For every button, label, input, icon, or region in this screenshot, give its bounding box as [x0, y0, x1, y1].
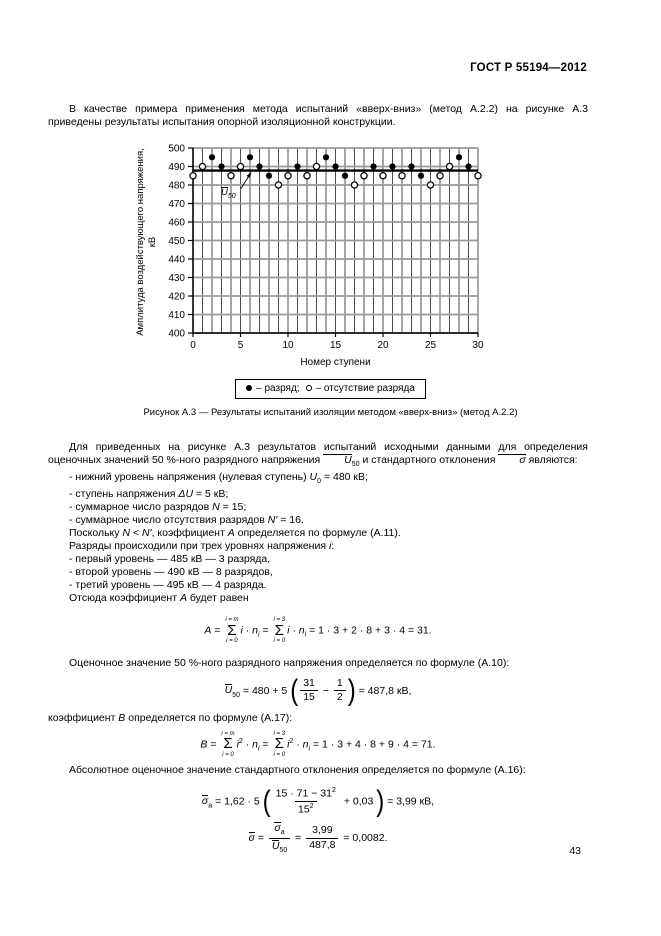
text-line: Разряды происходили при трех уровнях нап… — [69, 540, 335, 553]
data-point-no-discharge — [198, 162, 207, 171]
x-tick-label: 5 — [238, 340, 244, 351]
text-line: - нижний уровень напряжения (нулевая сту… — [69, 471, 368, 486]
data-point-discharge — [370, 163, 377, 170]
formula-sigma: σ = σа U50 = 3,99 487,8 = 0,0082. — [248, 822, 388, 855]
doc-standard-number: ГОСТ Р 55194—2012 — [470, 62, 587, 74]
text-line: - суммарное число разрядов N = 15; — [69, 501, 247, 514]
data-point-no-discharge — [284, 171, 292, 180]
x-tick-label: 15 — [330, 340, 342, 351]
data-point-discharge — [218, 163, 225, 170]
text-line: - второй уровень — 490 кВ — 8 разрядов, — [69, 566, 273, 579]
big-paren: ( — [262, 784, 271, 818]
text-line: Отсюда коэффициент А будет равен — [69, 592, 249, 605]
data-point-discharge — [332, 163, 339, 170]
data-point-discharge — [208, 154, 216, 161]
x-axis-title: Номер ступени — [300, 357, 371, 368]
data-point-no-discharge — [398, 171, 406, 180]
text-line: - третий уровень — 495 кВ — 4 разряда. — [69, 579, 267, 592]
y-tick-label: 400 — [168, 329, 185, 340]
y-tick-label: 500 — [168, 144, 185, 155]
y-tick-label: 410 — [168, 310, 185, 321]
text-line: Абсолютное оценочное значение стандартно… — [69, 764, 526, 777]
data-point-discharge — [322, 154, 330, 161]
data-point-no-discharge — [436, 171, 444, 180]
data-point-discharge — [455, 154, 463, 161]
u50-line-label: U50 — [221, 187, 236, 200]
data-point-no-discharge — [227, 171, 235, 180]
x-tick-label: 30 — [472, 340, 484, 351]
data-point-no-discharge — [426, 181, 435, 189]
data-point-discharge — [417, 172, 425, 179]
data-point-no-discharge — [379, 171, 387, 180]
data-point-discharge — [465, 163, 472, 170]
x-tick-label: 25 — [425, 340, 437, 351]
text-line: Для приведенных на рисунке А.3 результат… — [48, 441, 588, 469]
data-point-no-discharge — [445, 162, 454, 171]
data-point-discharge — [294, 163, 301, 170]
data-point-no-discharge — [350, 181, 359, 189]
big-paren: ) — [347, 673, 356, 707]
y-tick-label: 430 — [168, 273, 185, 284]
text-line: - суммарное число отсутствия разрядов N′… — [69, 514, 304, 527]
no-discharge-dot-icon — [305, 384, 312, 391]
data-point-discharge — [341, 172, 349, 179]
data-point-no-discharge — [236, 162, 245, 171]
y-tick-label: 480 — [168, 181, 185, 192]
data-point-discharge — [408, 163, 415, 170]
body-text: Для приведенных на рисунке А.3 результат… — [48, 441, 588, 855]
x-tick-label: 10 — [282, 340, 294, 351]
data-point-no-discharge — [312, 162, 321, 171]
data-point-discharge — [389, 163, 396, 170]
y-axis-title: Амплитуда воздействующего напряжения, кВ — [135, 148, 158, 336]
intro-paragraph: В качестве примера применения метода исп… — [48, 102, 588, 128]
big-paren: ( — [290, 673, 299, 707]
formula-sigma-abs: σа = 1,62 · 5 (15 · 71 − 312 152 + 0,03 )… — [201, 784, 435, 818]
fraction: 3,99 487,8 — [306, 825, 339, 851]
fraction: 15 · 71 − 312 152 — [275, 787, 336, 816]
text-line: Поскольку N < N′, коэффициент А определя… — [69, 527, 401, 540]
legend-discharge-label: – разряд; — [256, 383, 300, 394]
formula-u50: U50 = 480 + 5 (31 15 − 1 2) = 487,8 кВ, — [224, 673, 412, 707]
discharge-dot-icon — [246, 384, 253, 391]
y-tick-label: 440 — [168, 255, 185, 266]
data-point-no-discharge — [360, 171, 368, 180]
fraction: σа U50 — [268, 822, 291, 855]
y-tick-label: 450 — [168, 236, 185, 247]
data-point-no-discharge — [189, 171, 197, 180]
y-tick-label: 460 — [168, 218, 185, 229]
legend-no-discharge-label: – отсутствие разряда — [315, 383, 415, 394]
data-point-discharge — [265, 172, 273, 179]
chart-legend: – разряд; – отсутствие разряда — [235, 379, 426, 399]
u50-arrow-head — [246, 172, 252, 179]
big-paren: ) — [376, 784, 385, 818]
fraction: 31 15 — [300, 677, 318, 704]
x-tick-label: 20 — [377, 340, 389, 351]
figure-caption: Рисунок А.3 — Результаты испытаний изоля… — [143, 407, 518, 418]
text-line: - первый уровень — 485 кВ — 3 разряда, — [69, 553, 271, 566]
data-point-discharge — [246, 154, 254, 161]
data-point-no-discharge — [474, 171, 482, 180]
data-point-no-discharge — [274, 181, 283, 189]
y-tick-label: 470 — [168, 199, 185, 210]
text-line: - ступень напряжения ΔU = 5 кВ; — [69, 488, 229, 501]
text-line: Оценочное значение 50 %-ного разрядного … — [69, 656, 510, 669]
y-tick-label: 420 — [168, 292, 185, 303]
updown-test-chart: 400 410 420 430 440 450 460 470 480 490 500 0 5 10 15 2… — [168, 144, 484, 352]
text-line: коэффициент B определяется по формуле (А… — [48, 711, 293, 724]
data-point-discharge — [256, 163, 263, 170]
data-point-no-discharge — [303, 171, 311, 180]
page-number: 43 — [569, 845, 581, 857]
y-tick-label: 490 — [168, 162, 185, 173]
x-tick-label: 0 — [190, 340, 196, 351]
u50-arrow — [240, 176, 249, 189]
